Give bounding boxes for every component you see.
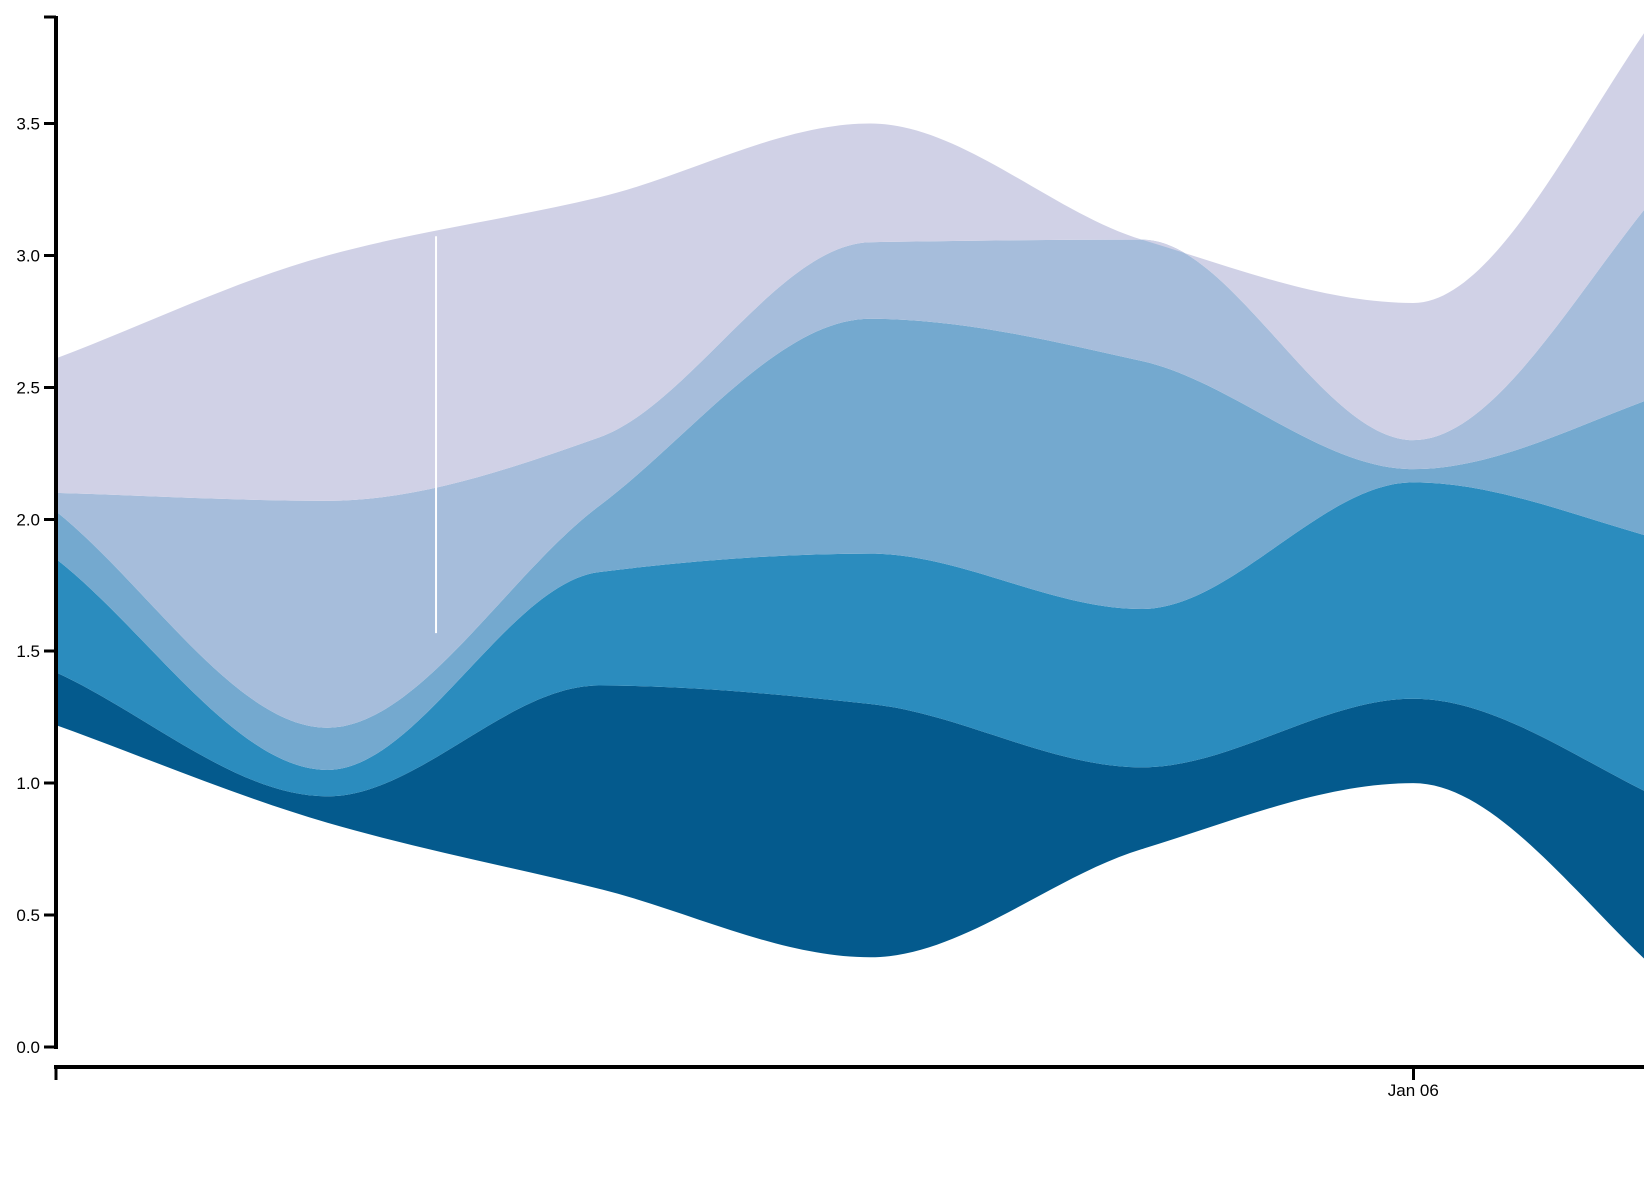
y-axis: 0.0 0.5 1.0 1.5 2.0 2.5 3.0 3.5 [16,15,58,1057]
stream-layer-1 [56,672,1644,959]
x-tick-label: Jan 06 [1388,1081,1439,1100]
y-tick-label: 0.5 [16,906,40,925]
stream-layer-3 [56,318,1644,770]
y-tick-label: 1.0 [16,774,40,793]
stream-layer-5 [56,33,1644,501]
stream-layer-2 [56,482,1644,797]
y-tick-label: 2.0 [16,510,40,529]
stream-layers [56,33,1644,959]
stream-layer-4 [56,210,1644,728]
x-axis: Jan 06 [54,1065,1644,1100]
y-tick-label: 3.5 [16,115,40,134]
y-tick-label: 2.5 [16,378,40,397]
y-tick-label: 0.0 [16,1038,40,1057]
y-tick-label: 1.5 [16,642,40,661]
y-tick-label: 3.0 [16,246,40,265]
